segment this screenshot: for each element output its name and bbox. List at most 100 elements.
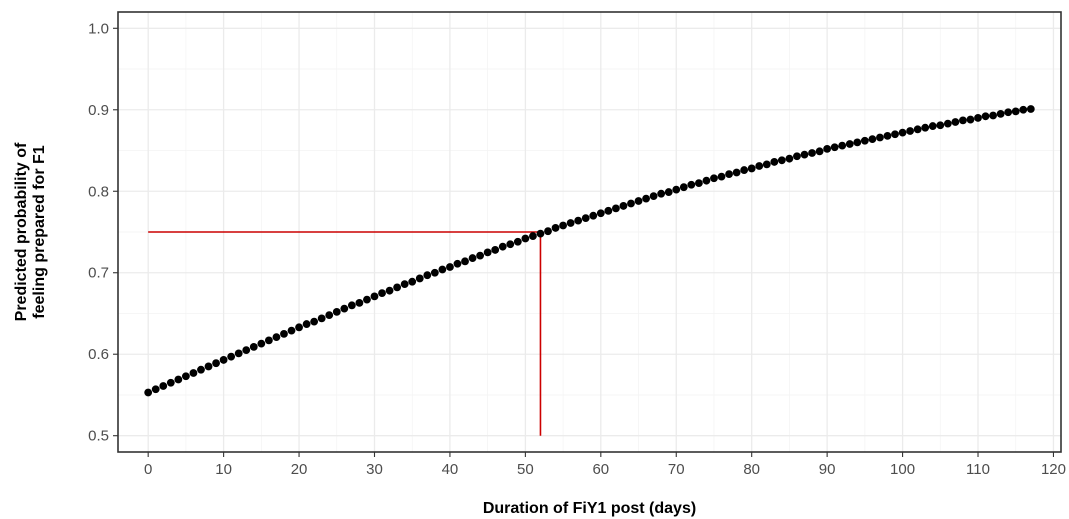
y-tick-label: 0.7 <box>88 265 109 282</box>
y-axis-ticks: 0.5 0.6 0.7 0.8 0.9 1.0 <box>88 20 118 445</box>
data-point <box>166 378 175 387</box>
data-point <box>996 109 1005 118</box>
data-point <box>928 122 937 130</box>
data-point <box>596 209 605 218</box>
data-point <box>513 237 522 246</box>
x-tick-label: 60 <box>592 461 609 478</box>
x-axis-ticks: 0 10 20 30 40 50 60 70 80 90 100 110 120 <box>144 452 1066 478</box>
data-point <box>332 307 341 316</box>
data-point <box>355 298 364 307</box>
data-point <box>461 257 469 266</box>
x-tick-label: 100 <box>890 461 915 478</box>
data-point <box>612 204 620 213</box>
data-point <box>227 352 236 361</box>
data-point <box>755 162 764 170</box>
data-point <box>664 188 673 196</box>
data-point <box>1004 108 1013 117</box>
y-axis-title-line-1: Predicted probability of <box>13 142 30 321</box>
y-tick-label: 0.8 <box>88 183 109 200</box>
data-point <box>679 183 688 192</box>
data-point <box>921 123 930 132</box>
data-point <box>219 356 228 364</box>
data-point <box>151 385 160 394</box>
data-point <box>943 119 952 128</box>
data-point <box>853 138 862 147</box>
data-points <box>144 105 1035 397</box>
data-point <box>446 263 454 271</box>
data-point <box>951 118 960 126</box>
data-point <box>936 121 945 130</box>
data-point <box>770 158 779 166</box>
data-point <box>287 326 296 335</box>
data-point <box>883 131 892 140</box>
data-point <box>732 168 741 177</box>
data-point <box>204 362 213 371</box>
data-point <box>242 346 251 355</box>
data-point <box>325 311 334 320</box>
data-point <box>642 194 650 203</box>
data-point <box>974 114 982 122</box>
data-point <box>340 304 349 313</box>
data-point <box>521 234 530 243</box>
data-point <box>453 259 462 268</box>
data-point <box>559 221 567 230</box>
data-point <box>257 339 266 348</box>
data-point <box>551 224 560 232</box>
data-point <box>393 283 402 292</box>
x-tick-label: 90 <box>819 461 836 478</box>
data-point <box>740 166 749 174</box>
x-tick-label: 0 <box>144 461 152 478</box>
x-tick-label: 10 <box>215 461 232 478</box>
data-point <box>272 333 281 342</box>
data-point <box>815 147 824 156</box>
data-point <box>498 242 507 251</box>
data-point <box>694 179 703 188</box>
data-point <box>838 141 847 150</box>
data-point <box>430 268 439 277</box>
data-point <box>491 246 500 254</box>
x-tick-label: 70 <box>668 461 685 478</box>
data-point <box>302 320 311 328</box>
data-point <box>747 164 756 173</box>
data-point <box>544 227 552 236</box>
data-point <box>627 199 635 208</box>
data-point <box>876 133 884 142</box>
data-point <box>566 219 575 227</box>
data-point <box>378 289 386 298</box>
data-point <box>280 329 288 338</box>
data-point <box>468 254 477 262</box>
x-tick-label: 80 <box>743 461 760 478</box>
data-point <box>144 388 153 397</box>
data-point <box>649 192 658 201</box>
data-point <box>808 149 816 157</box>
data-point <box>363 295 371 304</box>
data-point <box>415 274 424 283</box>
data-point <box>634 197 643 205</box>
y-tick-label: 0.5 <box>88 428 109 445</box>
data-point <box>310 317 319 326</box>
data-point <box>589 211 598 220</box>
x-tick-label: 120 <box>1041 461 1066 478</box>
grid-lines <box>118 12 1061 452</box>
data-point <box>264 336 273 345</box>
data-point <box>785 154 794 163</box>
data-point <box>989 111 998 120</box>
data-point <box>717 172 726 181</box>
data-point <box>619 202 628 210</box>
data-point <box>483 248 492 257</box>
x-tick-label: 110 <box>966 461 990 478</box>
x-tick-label: 50 <box>517 461 534 478</box>
data-point <box>506 240 515 249</box>
data-point <box>702 176 711 185</box>
data-point <box>604 206 613 215</box>
data-point <box>189 369 198 377</box>
data-point <box>159 382 168 390</box>
data-point <box>868 135 877 144</box>
data-point <box>476 251 485 260</box>
data-point <box>830 143 839 152</box>
data-point <box>581 214 590 223</box>
data-point <box>823 144 832 153</box>
data-point <box>793 152 801 161</box>
data-point <box>574 216 583 225</box>
